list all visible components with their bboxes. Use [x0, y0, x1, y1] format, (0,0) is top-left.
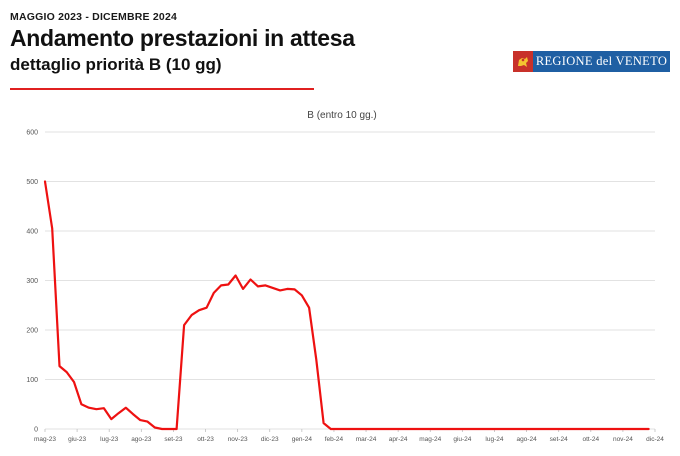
x-tick-label: nov-23 — [228, 436, 248, 443]
y-tick-label: 0 — [34, 427, 38, 434]
regione-veneto-logo: REGIONE del VENETO — [513, 51, 670, 72]
x-tick-label: set-24 — [550, 436, 568, 443]
chart-series — [43, 180, 650, 431]
chart-gridlines — [44, 131, 656, 432]
y-tick-label: 400 — [26, 229, 38, 236]
series-line — [43, 180, 650, 431]
x-tick-label: mar-24 — [356, 436, 377, 443]
y-tick-label: 100 — [26, 377, 38, 384]
title-underline — [10, 88, 314, 90]
x-tick-label: dic-24 — [646, 436, 664, 443]
x-tick-label: nov-24 — [613, 436, 633, 443]
x-tick-label: mag-23 — [34, 436, 56, 443]
y-tick-label: 500 — [26, 179, 38, 186]
y-tick-label: 300 — [26, 278, 38, 285]
page-subtitle: dettaglio priorità B (10 gg) — [10, 55, 222, 74]
x-tick-label: lug-23 — [100, 436, 118, 443]
x-tick-label: ago-23 — [131, 436, 152, 443]
x-tick-label: giu-23 — [68, 436, 86, 443]
x-tick-label: apr-24 — [389, 436, 408, 443]
x-tick-label: dic-23 — [261, 436, 279, 443]
x-tick-label: gen-24 — [292, 436, 313, 443]
logo-text: REGIONE del VENETO — [535, 54, 668, 68]
line-chart: B (entro 10 gg.) 0 100 200 300 400 500 600 mag… — [26, 110, 664, 443]
x-tick-label: feb-24 — [325, 436, 344, 443]
y-tick-label: 600 — [26, 130, 38, 137]
chart-title: B (entro 10 gg.) — [307, 110, 376, 121]
lion-emblem-icon — [513, 51, 533, 72]
x-tick-label: ott-23 — [197, 436, 214, 443]
x-axis-ticks: mag-23 giu-23 lug-23 ago-23 set-23 ott-23 nov-… — [34, 436, 664, 443]
period-label: MAGGIO 2023 - DICEMBRE 2024 — [10, 11, 178, 23]
x-tick-label: mag-24 — [419, 436, 441, 443]
x-tick-label: lug-24 — [485, 436, 503, 443]
y-tick-label: 200 — [26, 328, 38, 335]
x-tick-label: ago-24 — [516, 436, 537, 443]
page-title: Andamento prestazioni in attesa — [10, 25, 355, 51]
x-tick-label: ott-24 — [582, 436, 599, 443]
x-tick-label: giu-24 — [453, 436, 471, 443]
x-tick-label: set-23 — [164, 436, 182, 443]
y-axis-ticks: 0 100 200 300 400 500 600 — [26, 130, 38, 434]
